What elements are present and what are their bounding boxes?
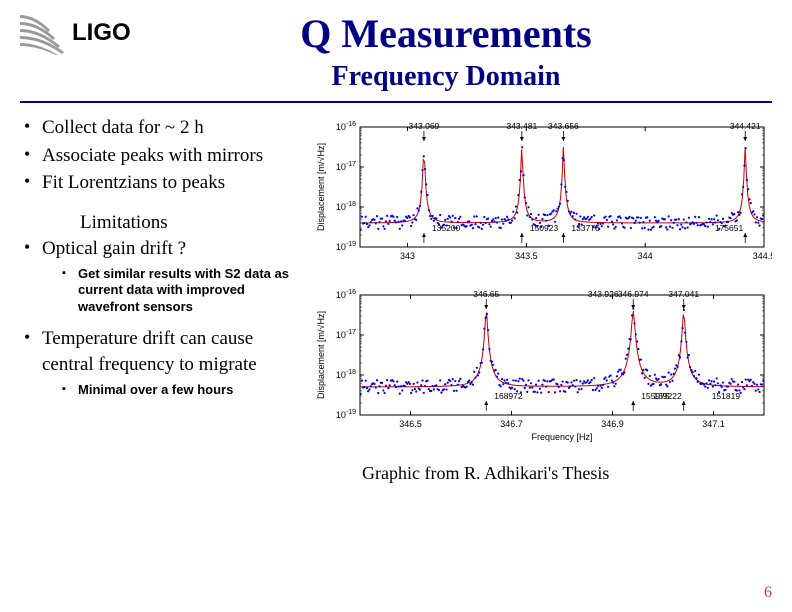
svg-text:10-17: 10-17 [336, 329, 356, 340]
logo-text: LIGO [72, 19, 131, 47]
svg-text:10-18: 10-18 [336, 369, 356, 380]
svg-text:344.421: 344.421 [730, 121, 761, 131]
svg-text:344: 344 [638, 251, 653, 261]
page-title: Q Measurements [120, 10, 772, 57]
chart-2: 10-19 10-18 10-17 10-16 346.5 346.7 346.9 347.1… [312, 283, 772, 443]
svg-text:151819: 151819 [712, 391, 741, 401]
logo-stripes-icon [20, 10, 70, 55]
limitations-heading: Limitations [80, 212, 300, 234]
limitations-bullets: Optical gain drift ? [20, 236, 300, 262]
chart-1: 10-19 10-18 10-17 10-16 343 343.5 344 344.5 Disp… [312, 115, 772, 275]
logo: LIGO [20, 10, 131, 55]
svg-text:10-16: 10-16 [336, 289, 356, 300]
svg-text:133776: 133776 [571, 223, 600, 233]
right-column: 10-19 10-18 10-17 10-16 343 343.5 344 344.5 Disp… [312, 115, 772, 484]
svg-text:150923: 150923 [530, 223, 559, 233]
svg-text:10-18: 10-18 [336, 201, 356, 212]
chart-1-svg: 10-19 10-18 10-17 10-16 343 343.5 344 344.5 Disp… [312, 115, 772, 275]
chart-2-svg: 10-19 10-18 10-17 10-16 346.5 346.7 346.9 347.1… [312, 283, 772, 443]
svg-text:10-17: 10-17 [336, 161, 356, 172]
svg-text:135200: 135200 [432, 223, 461, 233]
svg-text:10-19: 10-19 [336, 241, 356, 252]
svg-text:343.5: 343.5 [515, 251, 538, 261]
content: Collect data for ~ 2 h Associate peaks w… [0, 103, 792, 484]
svg-text:346.9: 346.9 [601, 419, 624, 429]
svg-text:10-19: 10-19 [336, 409, 356, 420]
header: LIGO Q Measurements Frequency Domain [0, 0, 792, 93]
svg-text:Frequency [Hz]: Frequency [Hz] [531, 432, 592, 442]
svg-text:346.7: 346.7 [500, 419, 523, 429]
svg-text:344.5: 344.5 [753, 251, 772, 261]
svg-text:175651: 175651 [715, 223, 744, 233]
chart-caption: Graphic from R. Adhikari's Thesis [362, 463, 772, 484]
sub-bullets-2: Minimal over a few hours [60, 382, 300, 399]
page-subtitle: Frequency Domain [120, 61, 772, 93]
bullet-item: Temperature drift can cause central freq… [20, 326, 300, 377]
svg-text:347.1: 347.1 [702, 419, 725, 429]
sub-bullet-item: Minimal over a few hours [60, 382, 300, 399]
page-number: 6 [764, 584, 772, 602]
bullet-item: Optical gain drift ? [20, 236, 300, 262]
svg-text:346.65: 346.65 [473, 289, 499, 299]
svg-text:343.656: 343.656 [548, 121, 579, 131]
svg-text:343.926: 343.926 [588, 289, 619, 299]
svg-text:168972: 168972 [494, 391, 523, 401]
svg-text:139222: 139222 [653, 391, 682, 401]
svg-text:347.041: 347.041 [668, 289, 699, 299]
svg-text:Displacement [m/√Hz]: Displacement [m/√Hz] [316, 143, 326, 231]
bullet-item: Associate peaks with mirrors [20, 143, 300, 169]
sub-bullet-item: Get similar results with S2 data as curr… [60, 266, 300, 317]
main-bullets: Collect data for ~ 2 h Associate peaks w… [20, 115, 300, 196]
svg-text:343.069: 343.069 [409, 121, 440, 131]
bullet-item: Collect data for ~ 2 h [20, 115, 300, 141]
limitations-bullets-2: Temperature drift can cause central freq… [20, 326, 300, 377]
svg-text:343.481: 343.481 [506, 121, 537, 131]
left-column: Collect data for ~ 2 h Associate peaks w… [20, 115, 300, 484]
svg-text:10-16: 10-16 [336, 121, 356, 132]
svg-text:Displacement [m/√Hz]: Displacement [m/√Hz] [316, 311, 326, 399]
svg-text:346.974: 346.974 [618, 289, 649, 299]
sub-bullets: Get similar results with S2 data as curr… [60, 266, 300, 317]
svg-text:343: 343 [400, 251, 415, 261]
bullet-item: Fit Lorentzians to peaks [20, 170, 300, 196]
svg-text:346.5: 346.5 [399, 419, 422, 429]
